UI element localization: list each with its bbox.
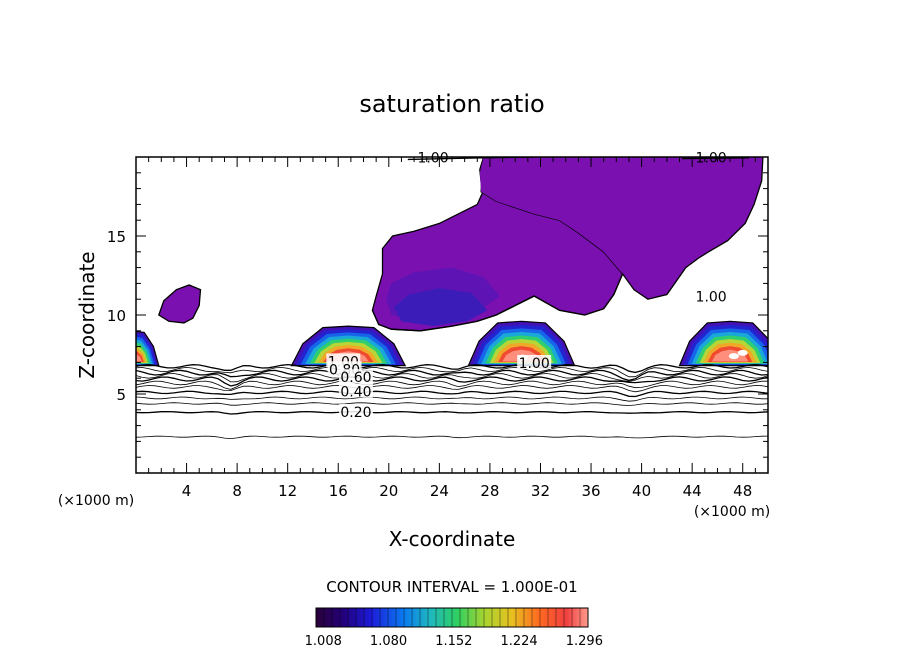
contour-line-3 <box>136 373 768 383</box>
contour-label: 1.00 <box>417 151 448 167</box>
contour-label-bg <box>338 403 373 418</box>
contour-interval-text: CONTOUR INTERVAL = 1.000E-01 <box>326 578 577 596</box>
colorbar-tick-label: 1.152 <box>435 634 472 649</box>
contour-line-8 <box>136 396 768 402</box>
anvil-core-region <box>393 288 488 327</box>
left-edge-cell-band-8 <box>136 354 142 362</box>
y-tick-label: 5 <box>116 386 126 404</box>
colorbar-tick-label: 1.224 <box>500 634 537 649</box>
y-tick-label: 15 <box>107 228 126 246</box>
contour-label-layer: 1.001.001.001.000.800.600.400.201.00 <box>326 151 729 421</box>
contour-label: 0.60 <box>340 370 371 386</box>
saturation-field <box>136 157 768 367</box>
contour-line-7 <box>136 390 768 398</box>
x-tick-label: 44 <box>683 482 702 500</box>
colorbar-tick-label: 1.296 <box>566 634 603 649</box>
x-tick-label: 12 <box>278 482 297 500</box>
contour-line-10 <box>136 410 768 415</box>
top-right-contour-line <box>681 157 750 160</box>
x-tick-label: 48 <box>733 482 752 500</box>
core-gap-2 <box>737 349 748 356</box>
x-tick-label: 40 <box>632 482 651 500</box>
contour-label-bg <box>338 383 373 398</box>
x-axis-label: X-coordinate <box>389 527 516 551</box>
contour-line-4 <box>136 376 768 387</box>
x-tick-label: 36 <box>581 482 600 500</box>
colorbar-labels: 1.008 1.080 1.152 1.224 1.296 <box>305 634 603 649</box>
x-tick-label: 28 <box>480 482 499 500</box>
contour-line-0 <box>136 363 768 374</box>
small-cloud-region <box>158 284 202 324</box>
colorbar-divisions <box>323 608 581 627</box>
contour-line-11 <box>136 435 768 440</box>
contour-line-9 <box>136 402 768 406</box>
contour-lines <box>136 157 768 440</box>
y-tick-label: 10 <box>107 307 126 325</box>
colorbar-tick-label: 1.008 <box>305 634 342 649</box>
chart-title: saturation ratio <box>359 90 544 118</box>
contour-label-bg <box>517 354 552 369</box>
x-tick-label: 32 <box>531 482 550 500</box>
y-axis-label: Z-coordinate <box>75 251 99 378</box>
contour-label: 1.00 <box>696 151 727 167</box>
x-unit-left: (×1000 m) <box>58 493 134 509</box>
contour-label: 0.40 <box>340 384 371 400</box>
x-tick-label: 16 <box>329 482 348 500</box>
contour-label: 0.20 <box>340 405 371 421</box>
anvil-top-region <box>420 157 768 300</box>
anvil-edge-line <box>371 157 764 332</box>
x-unit-right: (×1000 m) <box>694 504 770 520</box>
x-tick-label: 20 <box>379 482 398 500</box>
contour-label: 1.00 <box>519 356 550 372</box>
colorbar-tick-label: 1.080 <box>370 634 407 649</box>
x-tick-label: 8 <box>232 482 242 500</box>
contour-line-5 <box>136 380 768 390</box>
core-gap-1 <box>728 353 739 360</box>
contour-line-2 <box>136 369 768 382</box>
contour-label-bg <box>338 369 373 384</box>
contour-line-6 <box>136 385 768 393</box>
contour-line-1 <box>136 366 768 378</box>
x-tick-label: 24 <box>430 482 449 500</box>
contour-label-bg <box>694 288 729 303</box>
contour-label: 1.00 <box>696 290 727 306</box>
x-tick-label: 4 <box>182 482 192 500</box>
